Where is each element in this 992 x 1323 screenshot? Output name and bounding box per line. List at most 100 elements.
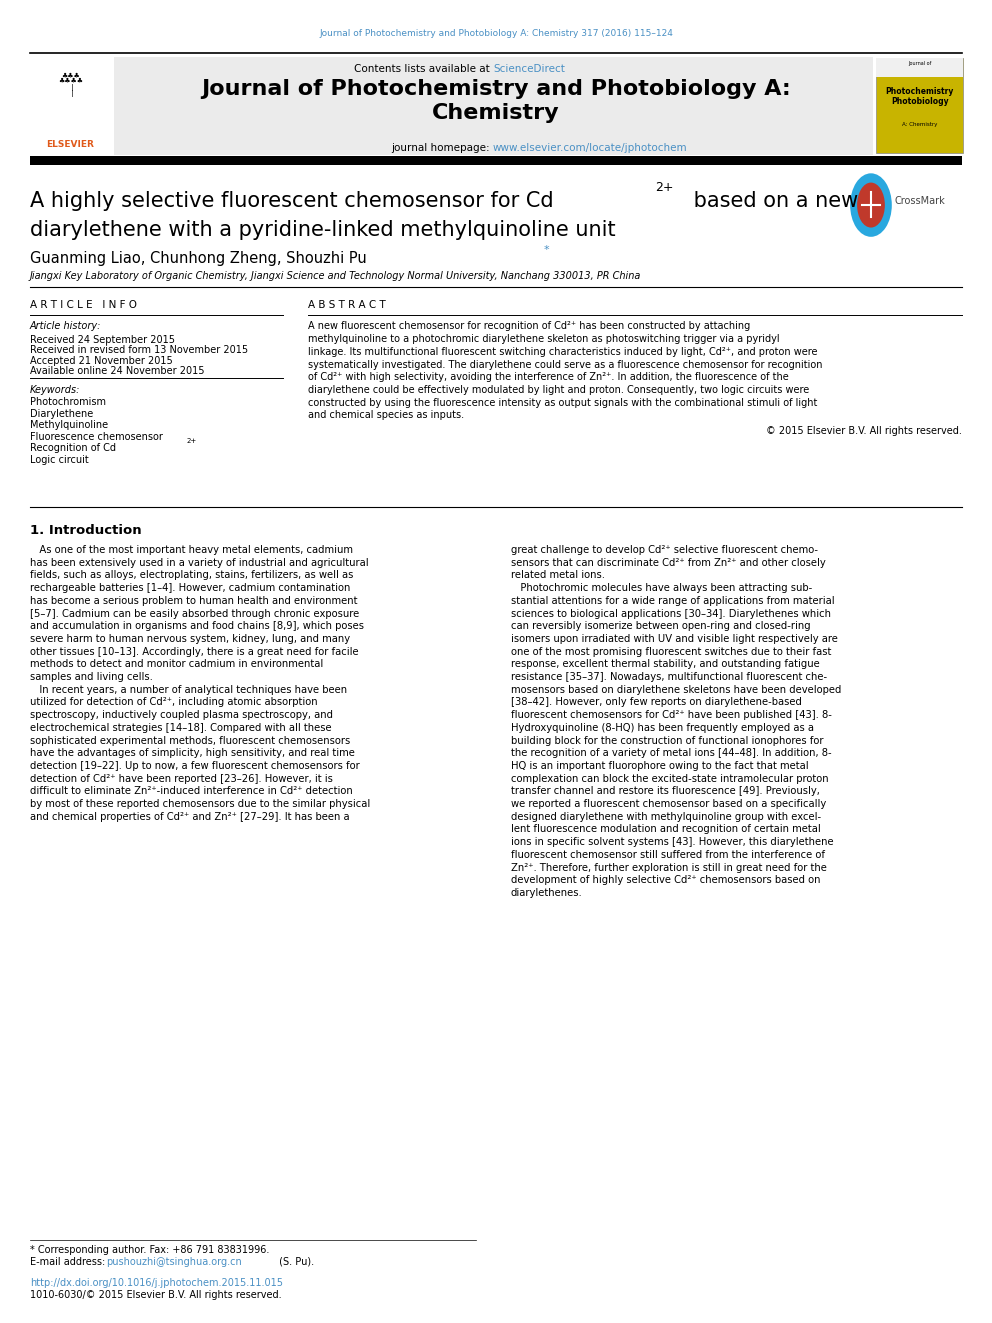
Text: one of the most promising fluorescent switches due to their fast: one of the most promising fluorescent sw… — [511, 647, 831, 656]
Text: Methylquinoline: Methylquinoline — [30, 421, 108, 430]
Text: As one of the most important heavy metal elements, cadmium: As one of the most important heavy metal… — [30, 545, 353, 556]
Text: utilized for detection of Cd²⁺, including atomic absorption: utilized for detection of Cd²⁺, includin… — [30, 697, 317, 708]
FancyBboxPatch shape — [114, 57, 873, 155]
Text: isomers upon irradiated with UV and visible light respectively are: isomers upon irradiated with UV and visi… — [511, 634, 838, 644]
Text: stantial attentions for a wide range of applications from material: stantial attentions for a wide range of … — [511, 595, 834, 606]
Text: Received in revised form 13 November 2015: Received in revised form 13 November 201… — [30, 345, 248, 356]
Text: Accepted 21 November 2015: Accepted 21 November 2015 — [30, 356, 173, 366]
Text: ♣♣♣
♣♣♣♣
  |
  |: ♣♣♣ ♣♣♣♣ | | — [58, 73, 83, 98]
Text: resistance [35–37]. Nowadays, multifunctional fluorescent che-: resistance [35–37]. Nowadays, multifunct… — [511, 672, 827, 683]
Text: Photochemistry
Photobiology: Photochemistry Photobiology — [886, 87, 953, 106]
Text: CrossMark: CrossMark — [895, 196, 945, 206]
Text: constructed by using the fluorescence intensity as output signals with the combi: constructed by using the fluorescence in… — [308, 398, 816, 407]
Text: great challenge to develop Cd²⁺ selective fluorescent chemo-: great challenge to develop Cd²⁺ selectiv… — [511, 545, 817, 556]
Text: Logic circuit: Logic circuit — [30, 455, 88, 466]
Text: 2+: 2+ — [186, 438, 196, 445]
Text: based on a new: based on a new — [687, 191, 859, 210]
Ellipse shape — [850, 173, 892, 237]
Text: the recognition of a variety of metal ions [44–48]. In addition, 8-: the recognition of a variety of metal io… — [511, 749, 831, 758]
Text: Zn²⁺. Therefore, further exploration is still in great need for the: Zn²⁺. Therefore, further exploration is … — [511, 863, 826, 873]
Text: A highly selective fluorescent chemosensor for Cd: A highly selective fluorescent chemosens… — [30, 191, 554, 210]
Text: and chemical properties of Cd²⁺ and Zn²⁺ [27–29]. It has been a: and chemical properties of Cd²⁺ and Zn²⁺… — [30, 812, 349, 822]
Text: electrochemical strategies [14–18]. Compared with all these: electrochemical strategies [14–18]. Comp… — [30, 722, 331, 733]
Text: ELSEVIER: ELSEVIER — [47, 140, 94, 149]
Text: [38–42]. However, only few reports on diarylethene-based: [38–42]. However, only few reports on di… — [511, 697, 802, 708]
Text: sciences to biological applications [30–34]. Diarylethenes which: sciences to biological applications [30–… — [511, 609, 831, 619]
Text: Fluorescence chemosensor: Fluorescence chemosensor — [30, 431, 163, 442]
Text: designed diarylethene with methylquinoline group with excel-: designed diarylethene with methylquinoli… — [511, 812, 821, 822]
Text: *: * — [544, 245, 550, 255]
Text: Journal of Photochemistry and Photobiology A: Chemistry 317 (2016) 115–124: Journal of Photochemistry and Photobiolo… — [319, 29, 673, 38]
Text: and chemical species as inputs.: and chemical species as inputs. — [308, 410, 463, 421]
Text: of Cd²⁺ with high selectivity, avoiding the interference of Zn²⁺. In addition, t: of Cd²⁺ with high selectivity, avoiding … — [308, 372, 789, 382]
Text: response, excellent thermal stability, and outstanding fatigue: response, excellent thermal stability, a… — [511, 659, 819, 669]
Text: © 2015 Elsevier B.V. All rights reserved.: © 2015 Elsevier B.V. All rights reserved… — [767, 426, 962, 435]
Ellipse shape — [857, 183, 885, 228]
Text: Article history:: Article history: — [30, 321, 101, 332]
Text: Journal of Photochemistry and Photobiology A:
Chemistry: Journal of Photochemistry and Photobiolo… — [201, 79, 791, 123]
Text: journal homepage:: journal homepage: — [391, 143, 493, 153]
Text: In recent years, a number of analytical techniques have been: In recent years, a number of analytical … — [30, 685, 347, 695]
Text: has become a serious problem to human health and environment: has become a serious problem to human he… — [30, 595, 357, 606]
Text: and accumulation in organisms and food chains [8,9], which poses: and accumulation in organisms and food c… — [30, 622, 364, 631]
Text: building block for the construction of functional ionophores for: building block for the construction of f… — [511, 736, 823, 746]
Text: we reported a fluorescent chemosensor based on a specifically: we reported a fluorescent chemosensor ba… — [511, 799, 826, 810]
Text: ScienceDirect: ScienceDirect — [493, 64, 564, 74]
Text: diarylethenes.: diarylethenes. — [511, 888, 582, 898]
Text: [5–7]. Cadmium can be easily absorbed through chronic exposure: [5–7]. Cadmium can be easily absorbed th… — [30, 609, 359, 619]
Text: Received 24 September 2015: Received 24 September 2015 — [30, 335, 175, 345]
Text: severe harm to human nervous system, kidney, lung, and many: severe harm to human nervous system, kid… — [30, 634, 350, 644]
Text: diarylethene could be effectively modulated by light and proton. Consequently, t: diarylethene could be effectively modula… — [308, 385, 808, 396]
Text: E-mail address:: E-mail address: — [30, 1257, 108, 1267]
Text: 1. Introduction: 1. Introduction — [30, 524, 142, 537]
Text: Keywords:: Keywords: — [30, 385, 80, 396]
Text: spectroscopy, inductively coupled plasma spectroscopy, and: spectroscopy, inductively coupled plasma… — [30, 710, 332, 720]
Text: Photochromism: Photochromism — [30, 397, 106, 407]
Text: complexation can block the excited-state intramolecular proton: complexation can block the excited-state… — [511, 774, 828, 783]
FancyBboxPatch shape — [30, 57, 111, 155]
Text: sophisticated experimental methods, fluorescent chemosensors: sophisticated experimental methods, fluo… — [30, 736, 350, 746]
Text: Recognition of Cd: Recognition of Cd — [30, 443, 116, 454]
Text: difficult to eliminate Zn²⁺-induced interference in Cd²⁺ detection: difficult to eliminate Zn²⁺-induced inte… — [30, 786, 352, 796]
Text: ions in specific solvent systems [43]. However, this diarylethene: ions in specific solvent systems [43]. H… — [511, 837, 833, 847]
Text: has been extensively used in a variety of industrial and agricultural: has been extensively used in a variety o… — [30, 558, 368, 568]
FancyBboxPatch shape — [876, 58, 963, 153]
Text: mosensors based on diarylethene skeletons have been developed: mosensors based on diarylethene skeleton… — [511, 685, 841, 695]
Text: linkage. Its multifunctional fluorescent switching characteristics induced by li: linkage. Its multifunctional fluorescent… — [308, 347, 817, 357]
Text: diarylethene with a pyridine-linked methylquinoline unit: diarylethene with a pyridine-linked meth… — [30, 220, 615, 239]
Text: other tissues [10–13]. Accordingly, there is a great need for facile: other tissues [10–13]. Accordingly, ther… — [30, 647, 358, 656]
Text: HQ is an important fluorophore owing to the fact that metal: HQ is an important fluorophore owing to … — [511, 761, 808, 771]
Text: detection [19–22]. Up to now, a few fluorescent chemosensors for: detection [19–22]. Up to now, a few fluo… — [30, 761, 359, 771]
Text: (S. Pu).: (S. Pu). — [276, 1257, 313, 1267]
Text: pushouzhi@tsinghua.org.cn: pushouzhi@tsinghua.org.cn — [106, 1257, 242, 1267]
Text: related metal ions.: related metal ions. — [511, 570, 605, 581]
Text: fluorescent chemosensor still suffered from the interference of: fluorescent chemosensor still suffered f… — [511, 849, 825, 860]
Text: * Corresponding author. Fax: +86 791 83831996.: * Corresponding author. Fax: +86 791 838… — [30, 1245, 269, 1256]
Text: development of highly selective Cd²⁺ chemosensors based on: development of highly selective Cd²⁺ che… — [511, 876, 820, 885]
Text: Photochromic molecules have always been attracting sub-: Photochromic molecules have always been … — [511, 583, 812, 593]
Text: methylquinoline to a photochromic diarylethene skeleton as photoswitching trigge: methylquinoline to a photochromic diaryl… — [308, 335, 779, 344]
Text: lent fluorescence modulation and recognition of certain metal: lent fluorescence modulation and recogni… — [511, 824, 820, 835]
Text: A new fluorescent chemosensor for recognition of Cd²⁺ has been constructed by at: A new fluorescent chemosensor for recogn… — [308, 321, 750, 332]
Text: systematically investigated. The diarylethene could serve as a fluorescence chem: systematically investigated. The diaryle… — [308, 360, 822, 369]
Text: transfer channel and restore its fluorescence [49]. Previously,: transfer channel and restore its fluores… — [511, 786, 819, 796]
Text: Diarylethene: Diarylethene — [30, 409, 93, 418]
Text: rechargeable batteries [1–4]. However, cadmium contamination: rechargeable batteries [1–4]. However, c… — [30, 583, 350, 593]
Text: Guanming Liao, Chunhong Zheng, Shouzhi Pu: Guanming Liao, Chunhong Zheng, Shouzhi P… — [30, 251, 366, 266]
Text: Hydroxyquinoline (8-HQ) has been frequently employed as a: Hydroxyquinoline (8-HQ) has been frequen… — [511, 722, 813, 733]
Text: Jiangxi Key Laboratory of Organic Chemistry, Jiangxi Science and Technology Norm: Jiangxi Key Laboratory of Organic Chemis… — [30, 271, 641, 282]
Text: fluorescent chemosensors for Cd²⁺ have been published [43]. 8-: fluorescent chemosensors for Cd²⁺ have b… — [511, 710, 831, 720]
Text: Contents lists available at: Contents lists available at — [354, 64, 493, 74]
FancyBboxPatch shape — [876, 58, 963, 77]
Text: http://dx.doi.org/10.1016/j.jphotochem.2015.11.015: http://dx.doi.org/10.1016/j.jphotochem.2… — [30, 1278, 283, 1289]
Bar — [30, 156, 962, 165]
Text: fields, such as alloys, electroplating, stains, fertilizers, as well as: fields, such as alloys, electroplating, … — [30, 570, 353, 581]
Text: by most of these reported chemosensors due to the similar physical: by most of these reported chemosensors d… — [30, 799, 370, 810]
Text: A R T I C L E   I N F O: A R T I C L E I N F O — [30, 300, 137, 311]
Text: have the advantages of simplicity, high sensitivity, and real time: have the advantages of simplicity, high … — [30, 749, 354, 758]
Text: A B S T R A C T: A B S T R A C T — [308, 300, 385, 311]
Text: Available online 24 November 2015: Available online 24 November 2015 — [30, 366, 204, 377]
Text: A: Chemistry: A: Chemistry — [902, 122, 937, 127]
Text: 1010-6030/© 2015 Elsevier B.V. All rights reserved.: 1010-6030/© 2015 Elsevier B.V. All right… — [30, 1290, 282, 1301]
Text: 2+: 2+ — [655, 181, 674, 194]
